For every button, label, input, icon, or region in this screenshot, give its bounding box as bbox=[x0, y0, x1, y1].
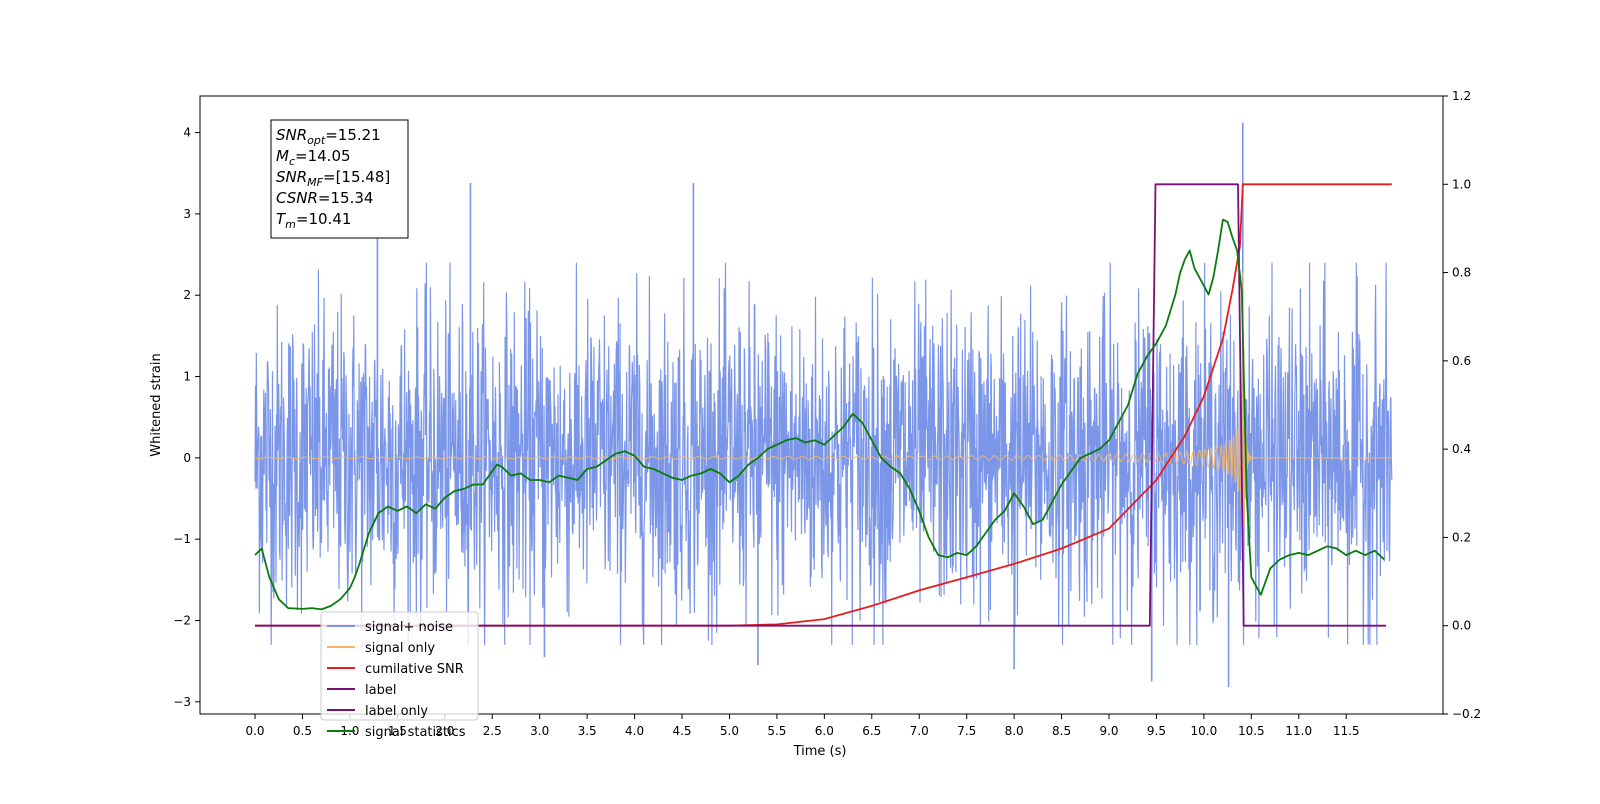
y-tick-label: 3 bbox=[183, 207, 191, 221]
x-tick-label: 11.0 bbox=[1285, 724, 1312, 738]
x-tick-label: 10.0 bbox=[1191, 724, 1218, 738]
stats-line-1: Mc=14.05 bbox=[276, 147, 351, 168]
legend-label-4: label only bbox=[365, 704, 428, 719]
series-line-signal-statistics bbox=[254, 218, 1385, 611]
stats-line-2: SNRMF=[15.48] bbox=[276, 168, 390, 189]
y2-tick-label: 1.2 bbox=[1452, 89, 1471, 103]
y-axis-label: Whitened strain bbox=[149, 353, 164, 456]
x-tick-label: 10.5 bbox=[1238, 724, 1265, 738]
x-tick-label: 4.0 bbox=[625, 724, 644, 738]
y2-tick-label: −0.2 bbox=[1452, 707, 1481, 721]
y-tick-label: 4 bbox=[183, 126, 191, 140]
series-line-label bbox=[255, 183, 1387, 627]
y2-tick-label: 0.6 bbox=[1452, 354, 1471, 368]
legend-box bbox=[320, 611, 479, 721]
series-line-signal-only bbox=[255, 271, 1392, 605]
x-tick-label: 5.5 bbox=[767, 724, 786, 738]
series-line-cumilative-snr bbox=[255, 183, 1392, 627]
series-line-signal-noise bbox=[254, 262, 1393, 645]
x-tick-label: 8.0 bbox=[1005, 724, 1024, 738]
y-tick-label: −2 bbox=[173, 613, 191, 627]
x-tick-label: 6.0 bbox=[815, 724, 834, 738]
x-tick-label: 0.0 bbox=[245, 724, 264, 738]
legend-label-0: signal+ noise bbox=[365, 620, 453, 635]
legend-label-1: signal only bbox=[365, 641, 435, 656]
x-tick-label: 6.5 bbox=[862, 724, 881, 738]
x-tick-label: 8.5 bbox=[1052, 724, 1071, 738]
legend-label-2: cumilative SNR bbox=[365, 662, 464, 677]
stats-line-0: SNRopt=15.21 bbox=[276, 126, 381, 147]
y-tick-label: 2 bbox=[183, 288, 191, 302]
y2-tick-label: 1.0 bbox=[1452, 177, 1471, 191]
y2-tick-label: 0.4 bbox=[1452, 442, 1471, 456]
y-tick-label: −3 bbox=[173, 695, 191, 709]
x-axis-label: Time (s) bbox=[793, 744, 847, 759]
x-tick-label: 9.5 bbox=[1147, 724, 1166, 738]
x-tick-label: 2.0 bbox=[435, 724, 454, 738]
x-tick-label: 1.5 bbox=[388, 724, 407, 738]
plot-frame bbox=[199, 95, 1444, 715]
x-tick-label: 7.5 bbox=[957, 724, 976, 738]
x-tick-label: 4.5 bbox=[672, 724, 691, 738]
legend-label-5: signal statistics bbox=[365, 725, 466, 740]
legend-label-3: label bbox=[365, 683, 396, 698]
stats-box bbox=[270, 119, 409, 239]
x-tick-label: 2.5 bbox=[483, 724, 502, 738]
y2-tick-label: 0.8 bbox=[1452, 266, 1471, 280]
x-tick-label: 3.0 bbox=[530, 724, 549, 738]
stats-line-4: Tm=10.41 bbox=[276, 210, 351, 231]
x-tick-label: 5.0 bbox=[720, 724, 739, 738]
x-tick-label: 11.5 bbox=[1333, 724, 1360, 738]
x-tick-label: 3.5 bbox=[578, 724, 597, 738]
y2-tick-label: 0.2 bbox=[1452, 530, 1471, 544]
y2-tick-label: 0.0 bbox=[1452, 619, 1471, 633]
y-tick-label: 1 bbox=[183, 370, 191, 384]
y-tick-label: 0 bbox=[183, 451, 191, 465]
stats-line-3: CSNR=15.34 bbox=[276, 189, 373, 207]
y-tick-label: −1 bbox=[173, 532, 191, 546]
x-tick-label: 0.5 bbox=[293, 724, 312, 738]
x-tick-label: 7.0 bbox=[910, 724, 929, 738]
x-tick-label: 9.0 bbox=[1099, 724, 1118, 738]
